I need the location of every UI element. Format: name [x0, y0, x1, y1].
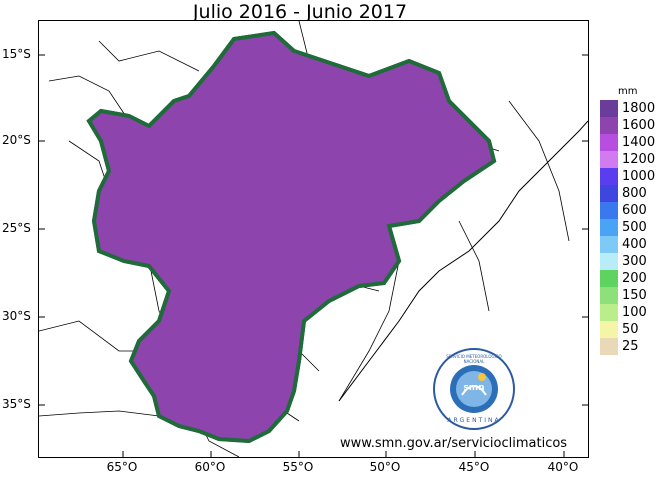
lon-label-50o: 50°O — [369, 460, 401, 474]
legend-swatch-400 — [600, 236, 618, 253]
lon-label-55o: 55°O — [282, 460, 314, 474]
legend-swatch-1600 — [600, 117, 618, 134]
logo-text-bottom: ARGENTINA — [447, 417, 501, 424]
legend-swatch-100 — [600, 304, 618, 321]
legend-label-100: 100 — [622, 305, 647, 320]
legend-label-50: 50 — [622, 322, 639, 337]
sun-icon — [478, 373, 486, 381]
legend-swatch-300 — [600, 253, 618, 270]
legend-label-1200: 1200 — [622, 152, 656, 167]
legend-label-1400: 1400 — [622, 135, 656, 150]
logo-text-top: SERVICIO METEOROLOGICO NACIONAL — [446, 354, 502, 364]
legend-swatch-150 — [600, 287, 618, 304]
lat-label-15s: 15°S — [2, 47, 31, 61]
map-title: Julio 2016 - Junio 2017 — [192, 1, 408, 23]
legend-swatch-50 — [600, 321, 618, 338]
legend-swatch-1200 — [600, 151, 618, 168]
legend-swatch-1000 — [600, 168, 618, 185]
lat-label-20s: 20°S — [2, 133, 31, 147]
legend-label-500: 500 — [622, 220, 647, 235]
legend-label-25: 25 — [622, 339, 639, 354]
legend-swatch-500 — [600, 219, 618, 236]
legend-swatch-1800 — [600, 100, 618, 117]
lat-label-30s: 30°S — [2, 309, 31, 323]
legend-label-1000: 1000 — [622, 169, 656, 184]
legend-swatch-600 — [600, 202, 618, 219]
legend-swatch-1400 — [600, 134, 618, 151]
lon-label-65o: 65°O — [106, 460, 138, 474]
legend-label-200: 200 — [622, 271, 647, 286]
legend-label-600: 600 — [622, 203, 647, 218]
legend-label-150: 150 — [622, 288, 647, 303]
axis-ticks — [39, 54, 588, 457]
logo-center-text: smn — [463, 383, 485, 393]
legend-swatch-25 — [600, 338, 618, 355]
legend-label-400: 400 — [622, 237, 647, 252]
legend-label-800: 800 — [622, 186, 647, 201]
lon-label-45o: 45°O — [458, 460, 490, 474]
legend-swatch-800 — [600, 185, 618, 202]
lat-label-35s: 35°S — [2, 397, 31, 411]
coastline — [338, 120, 588, 402]
smn-logo: smn SERVICIO METEOROLOGICO NACIONAL ARGE… — [432, 347, 516, 431]
legend-label-300: 300 — [622, 254, 647, 269]
legend-label-1800: 1800 — [622, 101, 656, 116]
smn-emblem — [433, 348, 515, 430]
map-canvas — [39, 21, 588, 457]
legend: mm 1800 1600 1400 1200 1000 800 600 500 400 300 20… — [598, 86, 662, 386]
source-url: www.smn.gov.ar/servicioclimaticos — [340, 436, 568, 451]
lat-label-25s: 25°S — [2, 221, 31, 235]
lon-label-40o: 40°O — [547, 460, 579, 474]
legend-unit: mm — [618, 86, 638, 97]
lon-label-60o: 60°O — [194, 460, 226, 474]
legend-swatch-200 — [600, 270, 618, 287]
legend-label-1600: 1600 — [622, 118, 656, 133]
